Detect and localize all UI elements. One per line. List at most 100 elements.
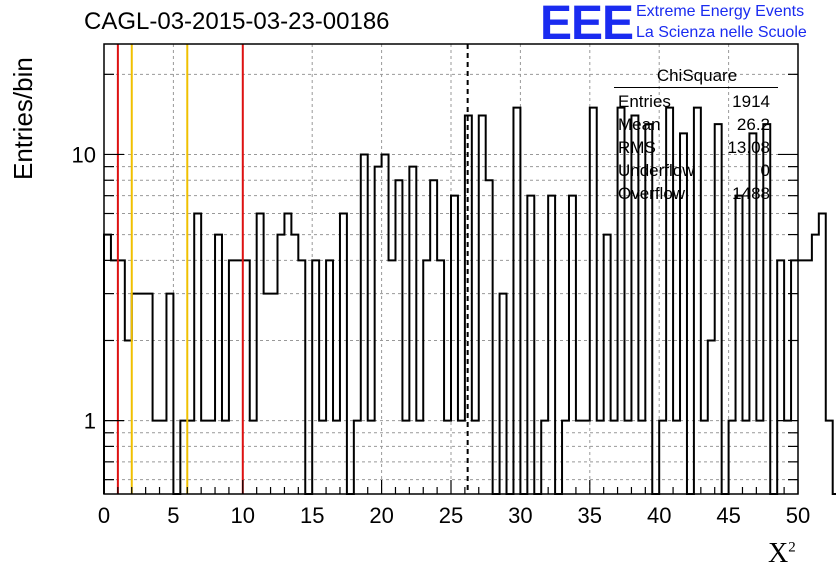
logo-line-1: Extreme Energy Events (636, 3, 805, 20)
histogram-bin (819, 213, 826, 494)
histogram-bin (208, 421, 215, 494)
histogram-bin (382, 154, 389, 494)
stat-label: Entries (618, 92, 671, 111)
axis-ticks: 0 5 10 15 20 25 30 35 40 45 50 1 10 (72, 73, 810, 528)
stats-row-entries: Entries 1914 (610, 90, 778, 113)
histogram-bin (736, 196, 743, 494)
histogram-bin (812, 235, 819, 494)
histogram-bin (389, 260, 396, 494)
histogram-bin (486, 180, 493, 494)
histogram-bin (625, 421, 632, 494)
histogram-bin (597, 421, 604, 494)
stats-row-rms: RMS 13.08 (610, 136, 778, 159)
stats-row-overflow: Overflow 1488 (610, 182, 778, 205)
x-tick-label: 40 (647, 503, 671, 528)
histogram-bin (729, 421, 736, 494)
y-axis-label: Entries/bin (8, 57, 38, 180)
histogram-bin (333, 421, 340, 494)
histogram-bin (271, 294, 278, 494)
histogram-bin (243, 260, 250, 494)
histogram-bin (500, 294, 507, 494)
histogram-bin (569, 196, 576, 494)
histogram-bin (395, 180, 402, 494)
stats-box: ChiSquare Entries 1914 Mean 26.2 RMS 13.… (610, 66, 778, 205)
histogram-bin (673, 421, 680, 494)
histogram-bin (146, 294, 153, 494)
histogram-bin (264, 294, 271, 494)
histogram-bin (139, 294, 146, 494)
histogram-bin (368, 421, 375, 494)
histogram-bin (798, 260, 805, 494)
histogram-bin (409, 167, 416, 494)
stat-label: Underflow (618, 161, 695, 180)
histogram-bin (791, 260, 798, 494)
histogram-bin (132, 294, 139, 494)
histogram-bin (423, 260, 430, 494)
histogram-bin (513, 108, 520, 494)
histogram-bin (472, 421, 479, 494)
histogram-outline (103, 106, 836, 495)
histogram-bin (708, 340, 715, 494)
histogram-bin (576, 421, 583, 494)
histogram-bin (590, 108, 597, 494)
stat-label: Mean (618, 115, 661, 134)
histogram-bin (312, 260, 319, 494)
histogram-bin (805, 260, 812, 494)
histogram-bin (222, 421, 229, 494)
x-tick-label: 25 (439, 503, 463, 528)
histogram-bin (583, 421, 590, 494)
logo-mark: EEE (540, 0, 634, 50)
histogram-bin (541, 421, 548, 494)
histogram-bin (361, 154, 368, 494)
stat-value: 1914 (732, 92, 770, 111)
stats-divider (614, 87, 778, 88)
histogram-bin (215, 235, 222, 494)
histogram-bin (402, 421, 409, 494)
histogram-bin (229, 260, 236, 494)
logo-line-2: La Scienza nelle Scuole (636, 24, 807, 41)
histogram-bin (340, 213, 347, 494)
histogram-bin (257, 213, 264, 494)
histogram-bin (153, 421, 160, 494)
histogram-bin (604, 235, 611, 494)
histogram-bin (194, 213, 201, 494)
histogram-bin (187, 421, 194, 494)
histogram-bin (201, 421, 208, 494)
chart-title: CAGL-03-2015-03-23-00186 (84, 8, 390, 35)
histogram-bin (180, 421, 187, 494)
x-axis-label-superscript: 2 (788, 539, 796, 556)
histogram-bin (111, 260, 118, 494)
histogram-bin (756, 421, 763, 494)
histogram-bin (118, 260, 125, 494)
x-axis-label-base: X (768, 538, 789, 569)
histogram-bin (416, 421, 423, 494)
histogram-bin (104, 235, 111, 494)
stat-value: 0 (760, 161, 770, 180)
histogram-bin (284, 213, 291, 494)
histogram-bin (527, 196, 534, 494)
x-tick-label: 5 (167, 503, 179, 528)
histogram-bin (638, 421, 645, 494)
histogram-bin (659, 421, 666, 494)
histogram-bin (278, 235, 285, 494)
histogram-bin (250, 421, 257, 494)
stat-value: 13.08 (727, 138, 770, 157)
histogram-bin (291, 235, 298, 494)
x-tick-label: 0 (98, 503, 110, 528)
histogram-bin (777, 260, 784, 494)
x-axis-label: X2 (768, 538, 796, 570)
histogram-bin (125, 340, 132, 494)
histogram-bin (166, 294, 173, 494)
stat-value: 26.2 (736, 115, 770, 134)
histogram-bin (701, 421, 708, 494)
stats-row-mean: Mean 26.2 (610, 113, 778, 136)
histogram-bin (458, 421, 465, 494)
y-tick-label: 1 (84, 409, 96, 434)
x-tick-label: 30 (508, 503, 532, 528)
reference-lines (116, 44, 469, 494)
histogram-bin (611, 421, 618, 494)
x-tick-label: 15 (300, 503, 324, 528)
histogram-bin (784, 421, 791, 494)
histogram-bin (430, 180, 437, 494)
